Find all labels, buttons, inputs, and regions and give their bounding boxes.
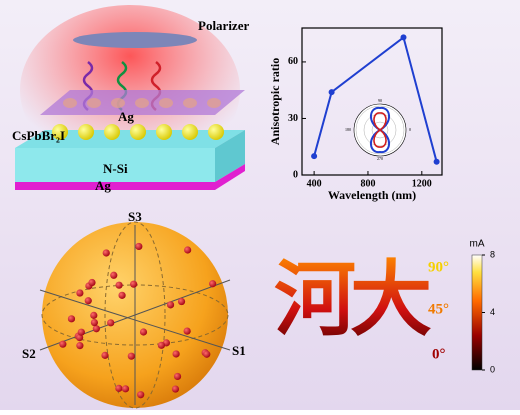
- data-point: [328, 89, 335, 96]
- data-line: [313, 35, 438, 163]
- state-dot: [171, 385, 180, 393]
- y-axis-title: Anisotropic ratio: [268, 58, 282, 145]
- s1-label: S1: [232, 343, 246, 358]
- polarizer: [73, 32, 197, 48]
- state-dot: [166, 301, 175, 309]
- bottom-electrode-label: Ag: [95, 178, 111, 193]
- state-dot: [76, 342, 84, 350]
- state-dot: [209, 280, 217, 288]
- s2-label: S2: [22, 346, 36, 361]
- poincare-sphere: S3 S2 S1: [22, 209, 246, 409]
- device-schematic: Polarizer Ag CsPbBr₂I N-Si Ag: [12, 5, 249, 193]
- state-dot: [110, 271, 118, 279]
- state-dot: [75, 334, 84, 342]
- inset-angle-label: 180: [345, 127, 351, 132]
- state-dot: [172, 350, 180, 358]
- angle-label: 45°: [428, 301, 449, 317]
- state-dot: [139, 328, 148, 336]
- nanoball: [156, 124, 172, 140]
- colorbar-unit: mA: [470, 239, 485, 250]
- nanowire: [183, 98, 197, 108]
- x-tick-label: 1200: [412, 178, 432, 189]
- nanoball: [52, 124, 68, 140]
- nanowire: [207, 98, 221, 108]
- inset-angle-label: 0: [409, 127, 411, 132]
- state-dot: [101, 351, 109, 359]
- data-point: [400, 34, 407, 41]
- line-chart: 400 800 1200 0 30 60 Wavelength (nm) Anisotropi…: [268, 27, 443, 202]
- colorbar: [471, 254, 483, 371]
- state-dot: [59, 340, 67, 348]
- state-dot: [137, 391, 145, 399]
- logo-panel: 河大 90° 45° 0° mA 0 4 8: [274, 239, 495, 375]
- axis: [39, 279, 231, 351]
- plot-frame: [301, 27, 443, 176]
- state-dot: [173, 372, 182, 381]
- state-dot: [184, 246, 192, 254]
- substrate-label: N-Si: [103, 161, 128, 176]
- state-dot: [67, 315, 76, 323]
- state-dot: [90, 318, 99, 327]
- state-dot: [84, 297, 92, 305]
- state-dot: [127, 352, 135, 360]
- angle-label: 90°: [428, 259, 449, 275]
- state-dot: [115, 384, 123, 392]
- top-electrode-label: Ag: [118, 109, 134, 124]
- state-dot: [135, 242, 143, 251]
- inset-angle-label: 270: [377, 156, 383, 161]
- state-dot: [92, 325, 100, 333]
- state-dot: [115, 281, 123, 289]
- state-dot: [102, 249, 110, 257]
- nanoball: [208, 124, 224, 140]
- state-dot: [77, 328, 85, 336]
- nanoball: [104, 124, 120, 140]
- state-dot: [203, 350, 211, 358]
- inset-ring: [371, 121, 389, 139]
- inset-angle-label: 90: [378, 98, 382, 103]
- nanowire: [63, 98, 77, 108]
- meridian: [104, 221, 166, 409]
- nanoball: [130, 124, 146, 140]
- substrate-side: [215, 130, 245, 182]
- inset-lobe: [373, 112, 387, 148]
- x-tick-label: 400: [307, 178, 322, 189]
- state-dot: [90, 311, 98, 319]
- angle-label: 0°: [432, 346, 446, 362]
- state-dot: [121, 385, 130, 393]
- nanowire: [87, 98, 101, 108]
- y-tick-label: 30: [288, 113, 298, 124]
- state-dot: [177, 297, 186, 306]
- perovskite-label: CsPbBr₂I: [12, 128, 65, 143]
- s3-label: S3: [128, 209, 142, 224]
- substrate: [15, 148, 215, 182]
- axis: [39, 289, 231, 351]
- nanowire: [159, 98, 173, 108]
- state-dot: [157, 341, 166, 349]
- state-dot: [88, 278, 96, 287]
- polarizer-label: Polarizer: [198, 18, 249, 33]
- data-point: [433, 158, 440, 165]
- y-tick-label: 0: [293, 169, 298, 180]
- bottom-layer: [15, 164, 245, 190]
- nanowire: [111, 98, 125, 108]
- x-axis-title: Wavelength (nm): [328, 188, 416, 202]
- inset-ring: [363, 113, 397, 147]
- state-dot: [76, 289, 84, 297]
- logo-text: 河大: [274, 252, 431, 347]
- colorbar-tick-label: 4: [490, 307, 495, 317]
- state-dot: [118, 291, 126, 299]
- nanoball: [78, 124, 94, 140]
- nanowire: [135, 98, 149, 108]
- y-tick-label: 60: [288, 56, 298, 67]
- nanoball: [182, 124, 198, 140]
- colorbar-tick-label: 0: [490, 364, 495, 374]
- state-dot: [130, 280, 138, 288]
- x-tick-label: 800: [360, 178, 375, 189]
- inset-ring: [355, 105, 405, 155]
- data-point: [311, 153, 318, 160]
- state-dot: [183, 327, 191, 335]
- state-dot: [107, 319, 115, 327]
- colorbar-tick-label: 8: [490, 249, 495, 259]
